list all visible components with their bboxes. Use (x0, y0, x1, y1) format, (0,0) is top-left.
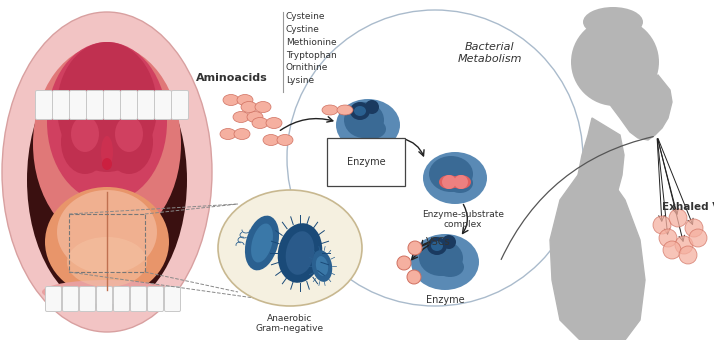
Ellipse shape (2, 12, 212, 332)
Text: Anaerobic
Gram-negative: Anaerobic Gram-negative (256, 314, 324, 334)
Ellipse shape (245, 216, 279, 270)
Ellipse shape (57, 190, 157, 274)
FancyBboxPatch shape (154, 90, 171, 119)
FancyBboxPatch shape (63, 287, 79, 311)
Circle shape (689, 229, 707, 247)
Ellipse shape (336, 99, 400, 151)
Ellipse shape (247, 112, 263, 122)
Text: VSCs: VSCs (426, 237, 451, 247)
Ellipse shape (71, 116, 99, 152)
FancyBboxPatch shape (121, 90, 138, 119)
Text: Exhaled VSCs: Exhaled VSCs (662, 202, 714, 212)
Circle shape (685, 219, 703, 237)
Circle shape (397, 256, 411, 270)
Polygon shape (550, 175, 645, 340)
Ellipse shape (27, 50, 187, 310)
Ellipse shape (358, 119, 386, 139)
Ellipse shape (237, 95, 253, 105)
Ellipse shape (255, 102, 271, 113)
Polygon shape (592, 18, 672, 140)
Ellipse shape (350, 102, 370, 120)
Ellipse shape (105, 110, 153, 174)
Ellipse shape (241, 102, 257, 113)
Text: Aminoacids: Aminoacids (196, 73, 268, 83)
Ellipse shape (447, 173, 473, 193)
Circle shape (442, 175, 456, 189)
Ellipse shape (337, 105, 353, 115)
Ellipse shape (312, 250, 332, 282)
Ellipse shape (316, 256, 328, 276)
Ellipse shape (102, 158, 112, 170)
Circle shape (408, 241, 422, 255)
Ellipse shape (220, 129, 236, 139)
Ellipse shape (429, 156, 473, 192)
FancyBboxPatch shape (86, 90, 104, 119)
Text: Cysteine
Cystine
Methionine
Tryptophan
Ornithine
Lysine: Cysteine Cystine Methionine Tryptophan O… (286, 12, 337, 85)
Ellipse shape (57, 42, 157, 172)
Ellipse shape (423, 152, 487, 204)
Bar (69, 214, 145, 272)
FancyBboxPatch shape (148, 287, 164, 311)
Ellipse shape (451, 175, 471, 189)
Circle shape (663, 241, 681, 259)
Circle shape (571, 18, 659, 106)
Ellipse shape (42, 280, 172, 304)
Ellipse shape (322, 105, 338, 115)
Ellipse shape (277, 135, 293, 146)
Polygon shape (578, 118, 624, 190)
Text: Enzyme-substrate
complex: Enzyme-substrate complex (422, 210, 504, 230)
FancyBboxPatch shape (96, 287, 113, 311)
Ellipse shape (47, 42, 167, 202)
Ellipse shape (101, 136, 113, 168)
FancyBboxPatch shape (36, 90, 53, 119)
Ellipse shape (33, 44, 181, 244)
FancyBboxPatch shape (46, 287, 61, 311)
Ellipse shape (115, 116, 143, 152)
FancyBboxPatch shape (114, 287, 129, 311)
Ellipse shape (266, 118, 282, 129)
Ellipse shape (223, 95, 239, 105)
Ellipse shape (263, 135, 279, 146)
Ellipse shape (252, 118, 268, 129)
Circle shape (675, 236, 693, 254)
Text: Enzyme: Enzyme (347, 157, 386, 167)
Circle shape (669, 209, 687, 227)
Circle shape (679, 246, 697, 264)
FancyBboxPatch shape (79, 287, 96, 311)
Ellipse shape (419, 240, 463, 276)
Text: Bacterial
Metabolism: Bacterial Metabolism (458, 42, 522, 64)
Circle shape (407, 270, 421, 284)
FancyBboxPatch shape (171, 90, 188, 119)
FancyBboxPatch shape (131, 287, 146, 311)
Ellipse shape (251, 223, 273, 262)
Ellipse shape (67, 237, 147, 287)
Circle shape (454, 175, 468, 189)
Text: Enzyme: Enzyme (426, 295, 464, 305)
Ellipse shape (411, 234, 479, 290)
Ellipse shape (61, 110, 109, 174)
Circle shape (653, 216, 671, 234)
FancyBboxPatch shape (138, 90, 154, 119)
Ellipse shape (354, 106, 366, 116)
FancyBboxPatch shape (69, 90, 86, 119)
Ellipse shape (233, 112, 249, 122)
Ellipse shape (583, 7, 643, 37)
Ellipse shape (439, 175, 459, 189)
Ellipse shape (436, 257, 464, 277)
Ellipse shape (286, 231, 314, 275)
Ellipse shape (218, 190, 362, 306)
Ellipse shape (278, 223, 322, 283)
Ellipse shape (431, 241, 443, 251)
Ellipse shape (427, 237, 447, 255)
FancyBboxPatch shape (104, 90, 121, 119)
FancyBboxPatch shape (164, 287, 181, 311)
Ellipse shape (45, 187, 169, 297)
Ellipse shape (234, 129, 250, 139)
Ellipse shape (365, 100, 379, 114)
Ellipse shape (344, 102, 384, 138)
Circle shape (659, 229, 677, 247)
Ellipse shape (442, 235, 456, 249)
FancyBboxPatch shape (53, 90, 69, 119)
